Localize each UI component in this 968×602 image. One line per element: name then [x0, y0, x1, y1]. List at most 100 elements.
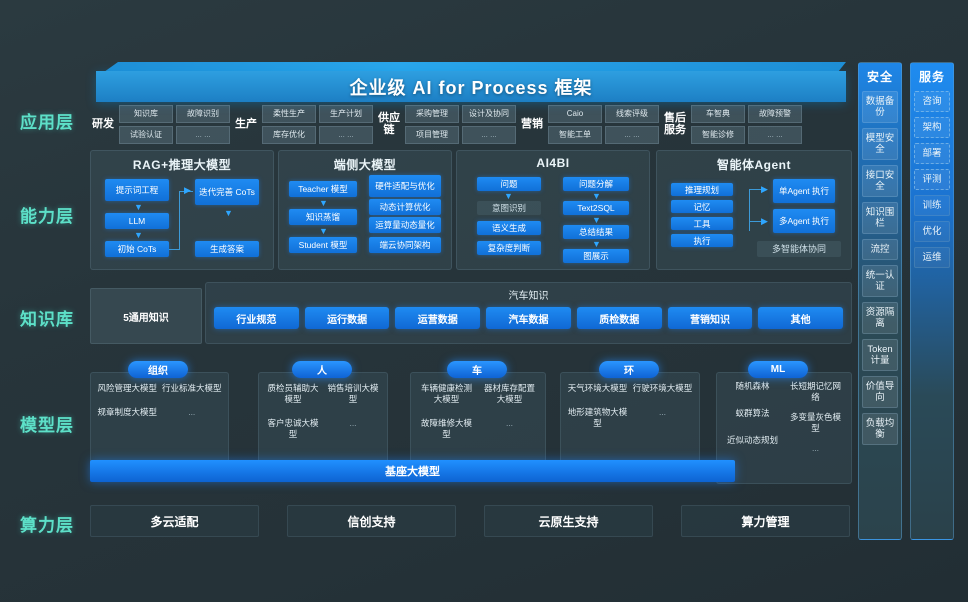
- sidebar-item-load-balancing[interactable]: 负载均衡: [862, 413, 898, 445]
- capability-node[interactable]: 问题: [477, 177, 541, 191]
- app-cell[interactable]: 项目管理: [405, 125, 459, 144]
- capability-node[interactable]: 提示词工程: [105, 179, 169, 201]
- sidebar-item-architecture[interactable]: 架构: [914, 117, 950, 138]
- capability-node[interactable]: 图展示: [563, 249, 629, 263]
- capability-node[interactable]: 记忆: [671, 200, 733, 213]
- sidebar-item-consulting[interactable]: 咨询: [914, 91, 950, 112]
- model-group-pill[interactable]: ML: [748, 361, 808, 378]
- capability-node[interactable]: 硬件适配与优化: [369, 175, 441, 197]
- sidebar-item-operations[interactable]: 运维: [914, 247, 950, 268]
- app-cell[interactable]: 故障预警: [748, 104, 802, 123]
- model-item[interactable]: 故障维修大模型: [420, 418, 472, 439]
- model-item[interactable]: 多变量灰色模型: [789, 412, 841, 433]
- sidebar-item-training[interactable]: 训练: [914, 195, 950, 216]
- sidebar-item-deployment[interactable]: 部署: [914, 143, 950, 164]
- compute-item-multicloud[interactable]: 多云适配: [90, 505, 259, 537]
- model-group-pill[interactable]: 人: [292, 361, 352, 378]
- base-model-bar[interactable]: 基座大模型: [90, 460, 735, 482]
- knowledge-chip[interactable]: 汽车数据: [486, 307, 571, 329]
- sidebar-item-value-orientation[interactable]: 价值导向: [862, 376, 898, 408]
- sidebar-item-unified-auth[interactable]: 统一认证: [862, 265, 898, 297]
- model-item[interactable]: 长短期记忆网络: [789, 381, 841, 402]
- model-item[interactable]: 蚁群算法: [735, 408, 770, 418]
- sidebar-item-flow-control[interactable]: 流控: [862, 239, 898, 260]
- sidebar-item-optimization[interactable]: 优化: [914, 221, 950, 242]
- app-group-after-sales[interactable]: 售后服务 车智典 智能诊修 故障预警 ... ...: [662, 104, 802, 144]
- app-cell[interactable]: 智能诊修: [691, 125, 745, 144]
- sidebar-item-api-security[interactable]: 接口安全: [862, 165, 898, 197]
- capability-node[interactable]: 知识蒸馏: [289, 209, 357, 225]
- app-group-supply-chain[interactable]: 供应链 采购管理 项目管理 设计及协同 ... ...: [376, 104, 516, 144]
- knowledge-chip[interactable]: 运营数据: [395, 307, 481, 329]
- app-cell[interactable]: ... ...: [462, 125, 516, 144]
- app-cell[interactable]: 库存优化: [262, 125, 316, 144]
- capability-node[interactable]: Student 模型: [289, 237, 357, 253]
- knowledge-chip[interactable]: 运行数据: [304, 307, 390, 329]
- capability-node[interactable]: 意图识别: [477, 201, 541, 215]
- model-item[interactable]: 近似动态规划: [726, 435, 778, 445]
- capability-node[interactable]: 总结结果: [563, 225, 629, 239]
- app-cell[interactable]: 生产计划: [319, 104, 373, 123]
- app-cell[interactable]: 采购管理: [405, 104, 459, 123]
- app-cell[interactable]: 设计及协同: [462, 104, 516, 123]
- capability-node[interactable]: 初始 CoTs: [105, 241, 169, 257]
- app-cell[interactable]: ... ...: [319, 125, 373, 144]
- capability-node[interactable]: 多Agent 执行: [773, 209, 835, 233]
- model-item[interactable]: 规章制度大模型: [97, 407, 157, 417]
- model-item[interactable]: 地形建筑物大模型: [567, 407, 628, 428]
- model-item[interactable]: 客户忠诚大模型: [267, 418, 319, 439]
- capability-node[interactable]: 单Agent 执行: [773, 179, 835, 203]
- sidebar-item-model-security[interactable]: 模型安全: [862, 128, 898, 160]
- knowledge-general-box[interactable]: 5通用知识: [90, 288, 202, 344]
- model-item[interactable]: 行业标准大模型: [161, 383, 222, 393]
- model-item[interactable]: 质检员辅助大模型: [267, 383, 319, 404]
- model-item[interactable]: 随机森林: [735, 381, 770, 391]
- sidebar-item-evaluation[interactable]: 评测: [914, 169, 950, 190]
- sidebar-item-data-backup[interactable]: 数据备份: [862, 91, 898, 123]
- app-cell[interactable]: 线索评级: [605, 104, 659, 123]
- capability-node[interactable]: LLM: [105, 213, 169, 229]
- compute-item-xinchuang[interactable]: 信创支持: [287, 505, 456, 537]
- model-group-pill[interactable]: 组织: [128, 361, 188, 378]
- app-cell[interactable]: Caio: [548, 104, 602, 123]
- model-item[interactable]: 行驶环境大模型: [632, 383, 693, 393]
- model-group-pill[interactable]: 环: [599, 361, 659, 378]
- capability-node[interactable]: 工具: [671, 217, 733, 230]
- sidebar-item-knowledge-fence[interactable]: 知识围栏: [862, 202, 898, 234]
- capability-node[interactable]: 生成答案: [195, 241, 259, 257]
- knowledge-chip[interactable]: 行业规范: [214, 307, 299, 329]
- app-group-rd[interactable]: 研发 知识库 试验认证 故障识别 ... ...: [90, 104, 230, 144]
- model-item[interactable]: 天气环境大模型: [567, 383, 628, 393]
- capability-node[interactable]: 推理规划: [671, 183, 733, 196]
- capability-node[interactable]: 复杂度判断: [477, 241, 541, 255]
- app-cell[interactable]: ... ...: [605, 125, 659, 144]
- knowledge-chip[interactable]: 营销知识: [667, 307, 753, 329]
- app-cell[interactable]: 车智典: [691, 104, 745, 123]
- model-item[interactable]: 风险管理大模型: [97, 383, 157, 393]
- app-cell[interactable]: 试验认证: [119, 125, 173, 144]
- model-item[interactable]: 车辆健康检测大模型: [420, 383, 472, 404]
- model-item[interactable]: 器材库存配置大模型: [483, 383, 535, 404]
- app-cell[interactable]: 故障识别: [176, 104, 230, 123]
- app-cell[interactable]: 柔性生产: [262, 104, 316, 123]
- capability-node[interactable]: 端云协同架构: [369, 237, 441, 253]
- app-cell[interactable]: 知识库: [119, 104, 173, 123]
- knowledge-chip[interactable]: 质检数据: [576, 307, 662, 329]
- capability-node[interactable]: 动态计算优化: [369, 199, 441, 215]
- capability-node[interactable]: Text2SQL: [563, 201, 629, 215]
- sidebar-item-resource-isolation[interactable]: 资源隔离: [862, 302, 898, 334]
- capability-node[interactable]: 迭代完善 CoTs: [195, 179, 259, 205]
- capability-node[interactable]: 问题分解: [563, 177, 629, 191]
- sidebar-item-token-metering[interactable]: Token计量: [862, 339, 898, 371]
- capability-node[interactable]: 执行: [671, 234, 733, 247]
- app-cell[interactable]: ... ...: [748, 125, 802, 144]
- knowledge-chip[interactable]: 其他: [758, 307, 844, 329]
- app-cell[interactable]: 智能工单: [548, 125, 602, 144]
- capability-node[interactable]: Teacher 模型: [289, 181, 357, 197]
- compute-item-management[interactable]: 算力管理: [681, 505, 850, 537]
- app-group-production[interactable]: 生产 柔性生产 库存优化 生产计划 ... ...: [233, 104, 373, 144]
- compute-item-cloudnative[interactable]: 云原生支持: [484, 505, 653, 537]
- app-group-marketing[interactable]: 营销 Caio 智能工单 线索评级 ... ...: [519, 104, 659, 144]
- capability-node[interactable]: 运算量动态量化: [369, 217, 441, 233]
- capability-node[interactable]: 语义生成: [477, 221, 541, 235]
